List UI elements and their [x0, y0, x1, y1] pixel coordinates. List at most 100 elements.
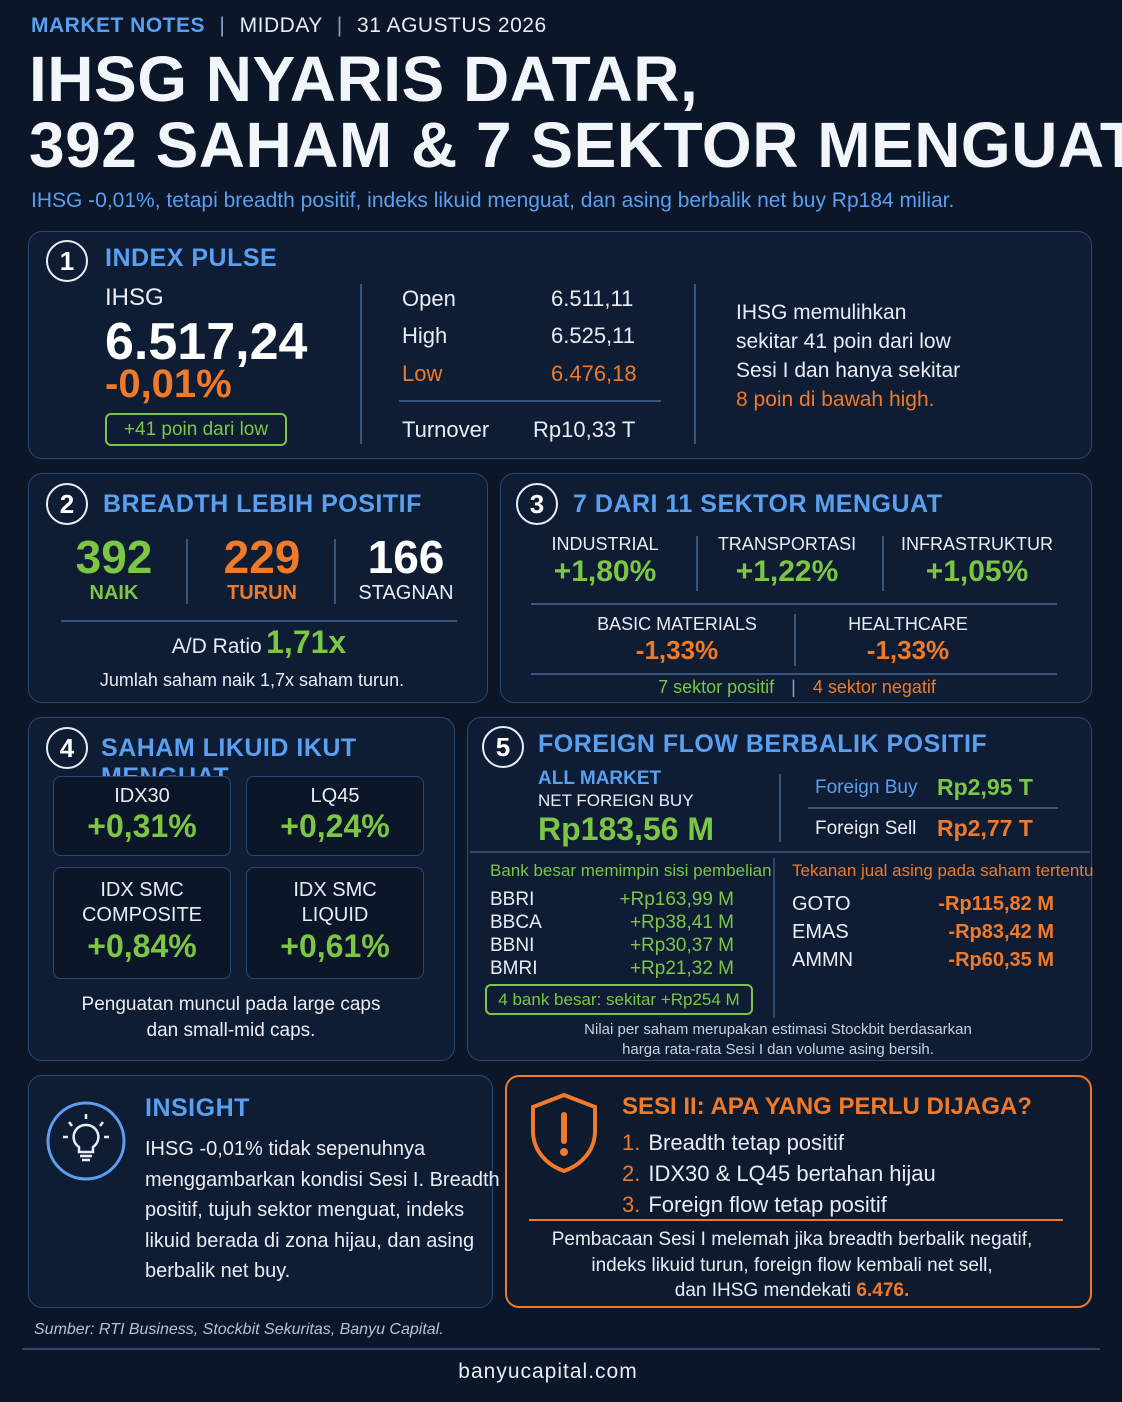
- open-value: 6.511,11: [551, 286, 634, 311]
- watch-note: Pembacaan Sesi I melemah jika breadth be…: [507, 1227, 1077, 1304]
- net-foreign-value: Rp183,56 M: [538, 811, 715, 847]
- note-prefix: dan IHSG mendekati: [674, 1280, 852, 1301]
- insight-card: INSIGHT IHSG -0,01% tidak sepenuhnya men…: [28, 1075, 500, 1308]
- ratio-label: A/D Ratio: [171, 635, 262, 658]
- ticker: GOTO: [792, 893, 851, 915]
- note-line: Pembacaan Sesi I melemah jika breadth be…: [551, 1229, 1033, 1250]
- flat-count: 166 STAGNAN: [341, 532, 471, 605]
- recovery-badge: +41 poin dari low: [105, 413, 287, 446]
- item-number: 2.: [622, 1161, 641, 1186]
- all-market-label: ALL MARKET: [538, 768, 662, 789]
- foreign-buy-value: Rp2,95 T: [937, 774, 1033, 800]
- note-line: Sesi I dan hanya sekitar: [736, 359, 961, 382]
- flow-value: -Rp115,82 M: [938, 893, 1054, 915]
- flow-value: +Rp21,32 M: [629, 958, 734, 979]
- list-item: BMRI +Rp21,32 M: [490, 957, 734, 980]
- divider: [694, 284, 696, 444]
- item-number: 3.: [622, 1192, 641, 1217]
- item-text: IDX30 & LQ45 bertahan hijau: [648, 1161, 936, 1186]
- divider: [334, 539, 336, 604]
- section-title: INDEX PULSE: [105, 244, 278, 272]
- note-line: sekitar 41 poin dari low: [736, 330, 951, 353]
- index-pulse-card: 1 INDEX PULSE IHSG 6.517,24 -0,01% +41 p…: [28, 231, 1092, 459]
- flow-value: -Rp83,42 M: [948, 921, 1054, 943]
- foreign-sell-label: Foreign Sell: [815, 818, 917, 839]
- positive-note: 7 sektor positif: [658, 677, 775, 697]
- section-number: 1: [46, 240, 88, 282]
- shield-alert-icon: [527, 1091, 601, 1175]
- up-label: NAIK: [89, 582, 139, 604]
- list-item: BBNI +Rp30,37 M: [490, 934, 734, 957]
- note-line: IHSG memulihkan: [736, 301, 907, 324]
- sector-value: +1,05%: [925, 555, 1029, 588]
- note-line: dan small-mid caps.: [146, 1020, 316, 1041]
- divider: [360, 284, 362, 444]
- website-link[interactable]: banyucapital.com: [458, 1360, 638, 1383]
- insight-line: menggambarkan kondisi Sesi I. Breadth: [145, 1168, 500, 1191]
- source-note: Sumber: RTI Business, Stockbit Sekuritas…: [34, 1321, 444, 1338]
- list-item: 3. Foreign flow tetap positif: [622, 1189, 936, 1220]
- sector-name: TRANSPORTASI: [717, 534, 857, 554]
- divider: [794, 614, 796, 666]
- sector-value: +1,22%: [735, 555, 839, 588]
- sector-value: -1,33%: [635, 635, 719, 665]
- index-name: IHSG: [105, 284, 164, 311]
- list-item: EMAS -Rp83,42 M: [792, 918, 1054, 946]
- turnover-value: Rp10,33 T: [533, 417, 636, 442]
- divider: [399, 400, 661, 402]
- ticker: BMRI: [490, 958, 538, 979]
- liquid-stocks-card: 4 SAHAM LIKUID IKUT MENGUAT IDX30 +0,31%…: [28, 717, 455, 1061]
- header-meta: MARKET NOTES | MIDDAY | 31 AGUSTUS 2026: [31, 14, 547, 37]
- footnote-line: harga rata-rata Sesi I dan volume asing …: [622, 1041, 934, 1058]
- list-item: 2. IDX30 & LQ45 bertahan hijau: [622, 1158, 936, 1189]
- insight-line: positif, tujuh sektor menguat, indeks: [145, 1199, 465, 1221]
- divider: [531, 603, 1057, 605]
- section-number: 5: [482, 726, 524, 768]
- note-line: Penguatan muncul pada large caps: [81, 994, 381, 1015]
- tag-label: MARKET NOTES: [31, 14, 205, 37]
- foreign-sell-value: Rp2,77 T: [937, 815, 1033, 841]
- index-change: +0,84%: [87, 928, 197, 964]
- flow-value: -Rp60,35 M: [948, 949, 1054, 971]
- divider: [779, 774, 781, 842]
- flat-value: 166: [367, 531, 445, 583]
- flow-value: +Rp163,99 M: [619, 889, 734, 910]
- sector-industrial: INDUSTRIAL +1,80%: [521, 534, 689, 589]
- index-label: LIQUID: [301, 904, 369, 926]
- sell-side-list: GOTO -Rp115,82 M EMAS -Rp83,42 M AMMN -Rp60…: [792, 890, 1054, 974]
- note-line: 8 poin di bawah high.: [736, 388, 935, 411]
- sector-name: INDUSTRIAL: [551, 534, 659, 554]
- down-value: 229: [223, 531, 301, 583]
- insight-line: berbalik net buy.: [145, 1260, 291, 1282]
- sector-basic-materials: BASIC MATERIALS -1,33%: [561, 614, 793, 666]
- ticker: BBNI: [490, 935, 535, 956]
- divider: [882, 536, 884, 591]
- insight-line: IHSG -0,01% tidak sepenuhnya: [145, 1138, 426, 1160]
- note-line: dan IHSG mendekati 6.476.: [507, 1278, 1077, 1304]
- down-count: 229 TURUN: [197, 532, 327, 605]
- index-box-lq45: LQ45 +0,24%: [246, 776, 424, 856]
- sector-healthcare: HEALTHCARE -1,33%: [797, 614, 1019, 666]
- sector-name: INFRASTRUKTUR: [901, 534, 1053, 554]
- divider: [773, 858, 775, 1018]
- net-foreign-label: NET FOREIGN BUY: [538, 791, 694, 810]
- negative-note: 4 sektor negatif: [812, 677, 936, 697]
- index-label: IDX SMC: [100, 879, 184, 901]
- section-title: 7 DARI 11 SEKTOR MENGUAT: [573, 490, 943, 518]
- footnote-line: Nilai per saham merupakan estimasi Stock…: [584, 1021, 972, 1038]
- ticker: BBCA: [490, 912, 542, 933]
- item-number: 1.: [622, 1130, 641, 1155]
- index-change: +0,24%: [280, 808, 390, 844]
- page-subtitle: IHSG -0,01%, tetapi breadth positif, ind…: [31, 189, 955, 212]
- index-change: -0,01%: [105, 362, 232, 406]
- high-label: High: [402, 323, 448, 348]
- index-change: +0,61%: [280, 928, 390, 964]
- sectors-card: 3 7 DARI 11 SEKTOR MENGUAT INDUSTRIAL +1…: [500, 473, 1092, 703]
- list-item: 1. Breadth tetap positif: [622, 1127, 936, 1158]
- low-value: 6.476,18: [551, 361, 637, 386]
- sector-value: -1,33%: [866, 635, 950, 665]
- pulse-note: IHSG memulihkan sekitar 41 poin dari low…: [736, 298, 960, 414]
- sell-side-title: Tekanan jual asing pada saham tertentu: [792, 861, 1094, 880]
- foreign-buy-label: Foreign Buy: [815, 777, 918, 798]
- breadth-note: Jumlah saham naik 1,7x saham turun.: [99, 670, 405, 690]
